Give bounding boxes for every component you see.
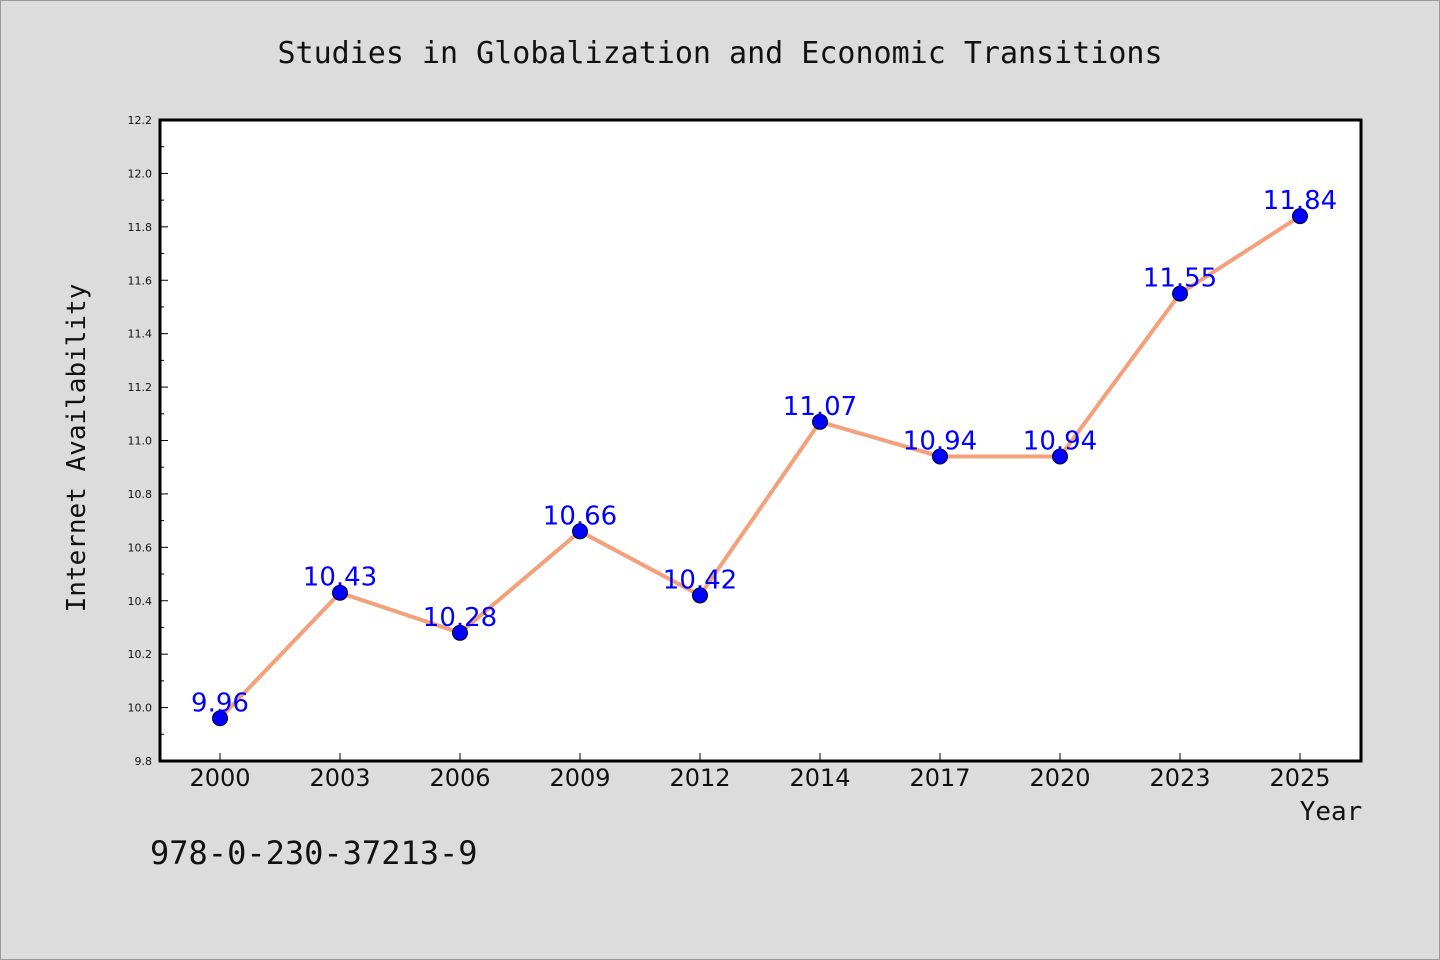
y-tick-label: 10.2 (128, 648, 153, 661)
x-tick-label: 2009 (549, 764, 610, 792)
y-tick-label: 9.8 (135, 755, 153, 768)
y-tick-label: 10.4 (128, 595, 153, 608)
y-tick-label: 11.6 (128, 274, 153, 287)
data-label: 11.07 (783, 392, 857, 422)
y-axis: 9.8 10.0 10.2 10.4 10.6 10.8 11.0 11.2 11.4 11.6 1… (128, 114, 168, 768)
x-tick-label: 2020 (1029, 764, 1090, 792)
data-label: 10.94 (1023, 427, 1097, 457)
y-tick-label: 10.8 (128, 488, 153, 501)
series-line (218, 214, 1302, 720)
data-point-marker (332, 584, 348, 601)
y-tick-label: 12.0 (128, 167, 153, 180)
data-label: 10.28 (423, 603, 497, 633)
x-tick-label: 2012 (669, 764, 730, 792)
data-point-marker (932, 448, 948, 465)
data-point-marker (572, 523, 588, 540)
y-tick-label: 10.0 (128, 702, 153, 715)
data-point-marker (692, 587, 708, 604)
x-tick-label: 2025 (1269, 764, 1330, 792)
x-tick-label: 2006 (429, 764, 490, 792)
isbn-text: 978-0-230-37213-9 (150, 834, 478, 872)
y-tick-label: 12.2 (128, 114, 153, 127)
data-label: 10.42 (663, 565, 737, 595)
data-point-marker (452, 624, 468, 641)
plot-border (158, 118, 1363, 763)
y-tick-label: 11.2 (128, 381, 153, 394)
y-tick-label: 11.8 (128, 221, 153, 234)
data-point-marker (1292, 208, 1308, 225)
data-label: 11.55 (1143, 264, 1217, 294)
x-tick-label: 2014 (789, 764, 850, 792)
series-layer: 9.96 10.43 10.28 10.66 10.42 11.07 10.94 10.94 1… (191, 186, 1337, 727)
x-axis-label: Year (1300, 797, 1363, 827)
x-tick-label: 2023 (1149, 764, 1210, 792)
y-axis-label: Internet Availability (62, 284, 92, 613)
data-label: 10.66 (543, 501, 617, 531)
data-point-marker (812, 413, 828, 430)
x-tick-label: 2017 (909, 764, 970, 792)
data-point-marker (1052, 448, 1068, 465)
y-tick-label: 11.4 (128, 328, 153, 341)
data-label: 9.96 (191, 688, 249, 718)
y-tick-label: 10.6 (128, 541, 153, 554)
x-tick-label: 2000 (189, 764, 250, 792)
data-label: 10.43 (303, 563, 377, 593)
chart-title: Studies in Globalization and Economic Tr… (277, 36, 1162, 71)
x-tick-label: 2003 (309, 764, 370, 792)
x-axis: 2000 2003 2006 2009 2012 2014 2017 2020 2023 2025 (189, 753, 1331, 792)
data-point-marker (1172, 285, 1188, 302)
data-label: 11.84 (1263, 186, 1337, 216)
plot-area (160, 120, 1361, 761)
data-label: 10.94 (903, 427, 977, 457)
data-point-marker (212, 710, 228, 727)
y-tick-label: 11.0 (128, 435, 153, 448)
